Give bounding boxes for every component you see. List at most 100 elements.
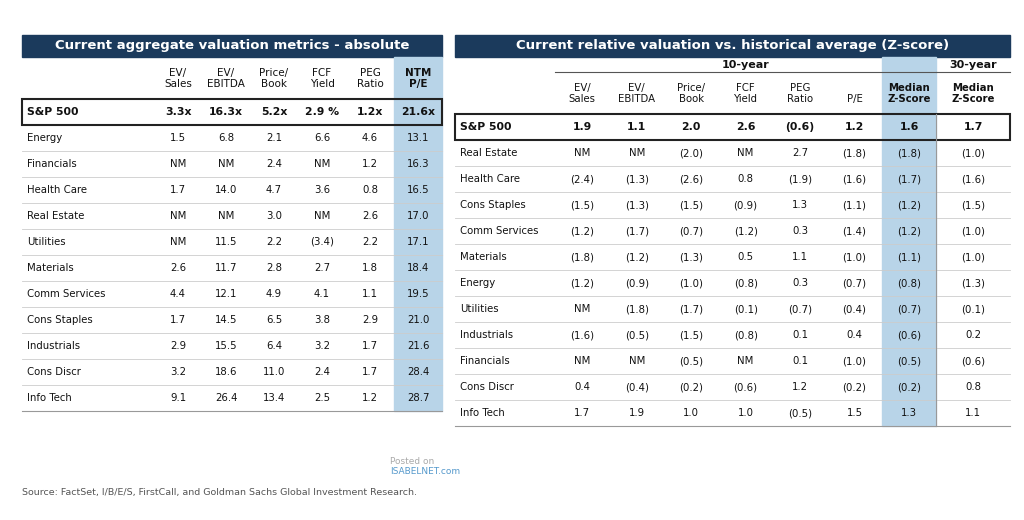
Bar [22, 99, 442, 125]
Text: 13.4: 13.4 [263, 393, 286, 403]
Text: (1.6): (1.6) [843, 174, 866, 184]
Bar [22, 307, 442, 333]
Text: 1.3: 1.3 [901, 408, 918, 418]
Text: 2.6: 2.6 [736, 122, 756, 132]
Text: 3.8: 3.8 [314, 315, 330, 325]
Text: 1.1: 1.1 [627, 122, 646, 132]
Text: 6.6: 6.6 [314, 133, 330, 143]
Text: Z-Score: Z-Score [951, 94, 995, 104]
Text: (1.7): (1.7) [625, 226, 649, 236]
Text: (1.3): (1.3) [962, 278, 985, 288]
Text: NM: NM [629, 148, 645, 158]
Text: (1.0): (1.0) [962, 226, 985, 236]
Bar [394, 359, 442, 385]
Bar [455, 296, 1010, 322]
Text: PEG: PEG [790, 83, 810, 93]
Text: (1.2): (1.2) [897, 226, 921, 236]
Bar [882, 114, 936, 140]
Bar [882, 374, 936, 400]
Text: 0.2: 0.2 [966, 330, 981, 340]
Text: 2.9: 2.9 [361, 315, 378, 325]
Text: (1.1): (1.1) [897, 252, 921, 262]
Text: Utilities: Utilities [460, 304, 499, 314]
Text: 0.4: 0.4 [847, 330, 862, 340]
Text: 4.6: 4.6 [361, 133, 378, 143]
Text: 1.3: 1.3 [793, 200, 808, 210]
Text: NM: NM [574, 148, 591, 158]
Text: Sales: Sales [164, 79, 191, 89]
Text: 3.6: 3.6 [314, 185, 330, 195]
Bar [455, 218, 1010, 244]
Text: Ratio: Ratio [356, 79, 383, 89]
Text: (0.5): (0.5) [625, 330, 649, 340]
Text: (0.4): (0.4) [625, 382, 649, 392]
Text: (0.7): (0.7) [788, 304, 812, 314]
Text: Current aggregate valuation metrics - absolute: Current aggregate valuation metrics - ab… [55, 40, 410, 53]
Text: ISABELNET.com: ISABELNET.com [390, 467, 460, 476]
Text: (1.6): (1.6) [570, 330, 594, 340]
Text: 1.8: 1.8 [362, 263, 378, 273]
Text: 2.4: 2.4 [266, 159, 282, 169]
Text: (1.1): (1.1) [843, 200, 866, 210]
Bar [455, 192, 1010, 218]
Text: Book: Book [679, 94, 703, 104]
Text: 0.3: 0.3 [793, 226, 808, 236]
Text: 1.2: 1.2 [362, 159, 378, 169]
Text: (1.2): (1.2) [570, 278, 594, 288]
Text: (0.5): (0.5) [897, 356, 922, 366]
Bar [455, 400, 1010, 426]
Bar [455, 114, 1010, 140]
Text: 11.7: 11.7 [215, 263, 238, 273]
Text: (1.2): (1.2) [897, 200, 921, 210]
Text: Info Tech: Info Tech [27, 393, 72, 403]
Text: (1.5): (1.5) [962, 200, 985, 210]
Bar [882, 400, 936, 426]
Bar [22, 151, 442, 177]
Bar [394, 99, 442, 125]
Text: NM: NM [737, 148, 754, 158]
Text: Price/: Price/ [677, 83, 706, 93]
Text: NM: NM [737, 356, 754, 366]
Text: 4.4: 4.4 [170, 289, 186, 299]
Text: Price/: Price/ [259, 68, 289, 78]
Text: (0.6): (0.6) [733, 382, 758, 392]
Text: 2.9: 2.9 [170, 341, 186, 351]
Text: (1.7): (1.7) [897, 174, 922, 184]
Text: Sales: Sales [568, 94, 596, 104]
Bar [22, 99, 442, 125]
Bar [882, 166, 936, 192]
Text: 1.7: 1.7 [361, 367, 378, 377]
Text: S&P 500: S&P 500 [27, 107, 79, 117]
Text: (0.1): (0.1) [733, 304, 758, 314]
Text: Book: Book [261, 79, 287, 89]
Bar [882, 192, 936, 218]
Text: (0.2): (0.2) [897, 382, 921, 392]
Text: 16.3: 16.3 [407, 159, 429, 169]
Text: NM: NM [218, 211, 234, 221]
Text: Financials: Financials [460, 356, 510, 366]
Text: (0.9): (0.9) [625, 278, 649, 288]
Text: 5.2x: 5.2x [261, 107, 287, 117]
Text: 1.0: 1.0 [683, 408, 699, 418]
Bar [455, 114, 1010, 140]
Text: EV/: EV/ [629, 83, 645, 93]
Text: (0.8): (0.8) [897, 278, 921, 288]
Bar [22, 203, 442, 229]
Text: FCF: FCF [312, 68, 332, 78]
Bar [455, 166, 1010, 192]
Bar [455, 374, 1010, 400]
Text: 10-year: 10-year [722, 59, 769, 70]
Text: (1.5): (1.5) [570, 200, 594, 210]
Bar [394, 125, 442, 151]
Text: 0.1: 0.1 [793, 330, 808, 340]
Text: Comm Services: Comm Services [27, 289, 105, 299]
Text: EV/: EV/ [573, 83, 591, 93]
Text: 2.6: 2.6 [170, 263, 186, 273]
Text: 0.3: 0.3 [793, 278, 808, 288]
Text: 2.9 %: 2.9 % [305, 107, 339, 117]
Bar [455, 35, 1010, 57]
Bar [882, 218, 936, 244]
Text: 4.1: 4.1 [314, 289, 330, 299]
Text: (0.4): (0.4) [843, 304, 866, 314]
Text: (1.2): (1.2) [625, 252, 649, 262]
